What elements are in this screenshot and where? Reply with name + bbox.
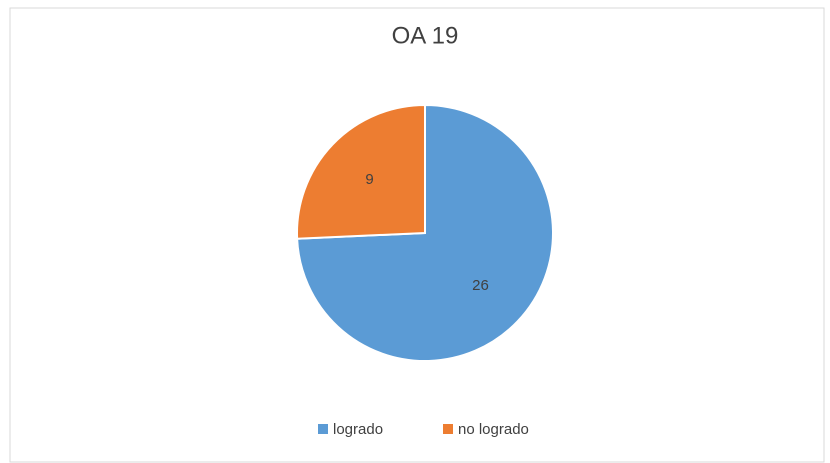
pie-slice <box>296 103 426 240</box>
chart-title: OA 19 <box>392 22 459 49</box>
legend-label: no logrado <box>458 421 529 438</box>
legend-swatch <box>443 424 453 434</box>
legend-label: logrado <box>333 421 383 438</box>
data-label: 9 <box>365 171 373 188</box>
data-label: 26 <box>472 277 489 294</box>
legend-swatch <box>318 424 328 434</box>
